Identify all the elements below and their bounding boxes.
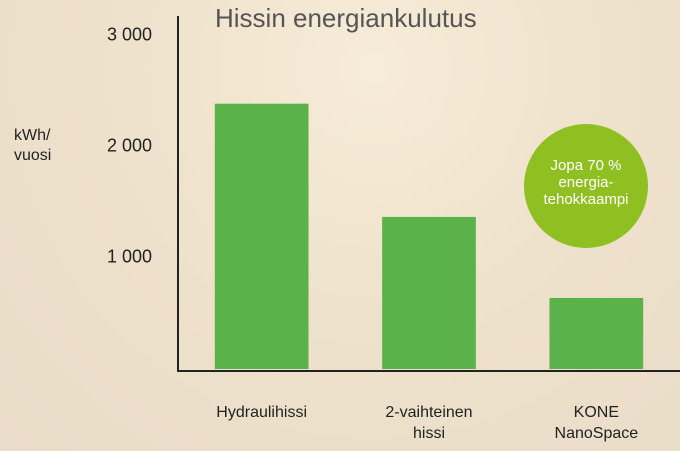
bar	[215, 104, 309, 369]
y-tick-label: 1 000	[107, 247, 152, 267]
y-tick-label: 2 000	[107, 136, 152, 156]
bar	[382, 217, 476, 369]
chart-title: Hissin energiankulutus	[215, 8, 477, 29]
x-tick-label: Hydraulihissi	[207, 402, 317, 423]
chart-svg: 1 000 2 000 3 000	[0, 0, 680, 451]
chart: 1 000 2 000 3 000 kWh/ vuosi Hissin energi…	[0, 0, 680, 451]
x-tick-label: KONE NanoSpace	[541, 402, 651, 444]
y-tick-label: 3 000	[107, 25, 152, 45]
annotation: Jopa 70 % energia-tehokkaampi	[540, 157, 632, 208]
x-tick-label: 2-vaihteinen hissi	[374, 402, 484, 444]
y-axis-label: kWh/ vuosi	[14, 126, 58, 166]
bar	[549, 298, 643, 369]
